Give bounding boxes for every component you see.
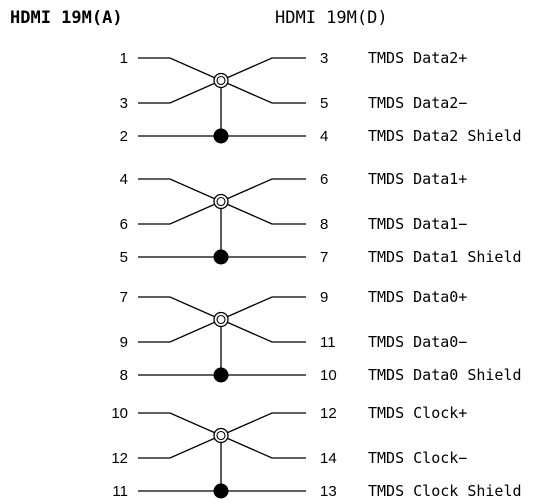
shield-junction-dot — [213, 483, 229, 499]
twist-marker-inner — [216, 430, 226, 441]
pin-d-neg: 5 — [320, 95, 328, 112]
pin-a-pos: 7 — [120, 289, 128, 306]
signal-label-pos: TMDS Data0+ — [368, 288, 467, 306]
signal-label-pos: TMDS Clock+ — [368, 404, 467, 422]
connector-a-title: HDMI 19M(A) — [10, 8, 123, 28]
pin-d-neg: 11 — [320, 334, 336, 351]
pin-a-neg: 6 — [120, 216, 128, 233]
shield-junction-dot — [213, 367, 229, 383]
signal-label-neg: TMDS Data1− — [368, 215, 467, 233]
twist-marker-outer — [213, 193, 229, 210]
signal-label-shield: TMDS Data0 Shield — [368, 366, 522, 384]
signal-label-shield: TMDS Clock Shield — [368, 482, 522, 500]
pin-a-pos: 10 — [111, 405, 128, 422]
pin-a-neg: 3 — [120, 95, 128, 112]
pin-d-neg: 14 — [320, 450, 337, 467]
pin-a-pos: 1 — [120, 50, 128, 67]
signal-label-neg: TMDS Data0− — [368, 333, 467, 351]
shield-junction-dot — [213, 128, 229, 144]
pin-a-pos: 4 — [120, 171, 128, 188]
pin-a-neg: 9 — [120, 334, 128, 351]
twist-marker-inner — [216, 196, 226, 207]
signal-label-pos: TMDS Data1+ — [368, 170, 467, 188]
twist-marker-outer — [213, 72, 229, 89]
pin-d-shield: 10 — [320, 367, 337, 384]
pin-d-pos: 12 — [320, 405, 337, 422]
pin-a-neg: 12 — [111, 450, 128, 467]
pin-d-shield: 4 — [320, 128, 328, 145]
pin-d-pos: 9 — [320, 289, 328, 306]
pin-d-shield: 7 — [320, 249, 328, 266]
twist-marker-outer — [213, 427, 229, 444]
pin-d-shield: 13 — [320, 483, 337, 500]
connector-d-title: HDMI 19M(D) — [275, 8, 388, 28]
signal-label-pos: TMDS Data2+ — [368, 49, 467, 67]
pin-a-shield: 2 — [120, 128, 128, 145]
twist-marker-inner — [216, 314, 226, 325]
pin-d-neg: 8 — [320, 216, 328, 233]
pin-d-pos: 3 — [320, 50, 328, 67]
signal-label-neg: TMDS Data2− — [368, 94, 467, 112]
twist-marker-inner — [216, 75, 226, 86]
signal-label-shield: TMDS Data1 Shield — [368, 248, 522, 266]
twist-marker-outer — [213, 311, 229, 328]
signal-label-neg: TMDS Clock− — [368, 449, 467, 467]
pin-a-shield: 11 — [112, 483, 128, 500]
signal-label-shield: TMDS Data2 Shield — [368, 127, 522, 145]
pin-d-pos: 6 — [320, 171, 328, 188]
pin-a-shield: 8 — [120, 367, 128, 384]
pin-a-shield: 5 — [120, 249, 128, 266]
shield-junction-dot — [213, 249, 229, 265]
